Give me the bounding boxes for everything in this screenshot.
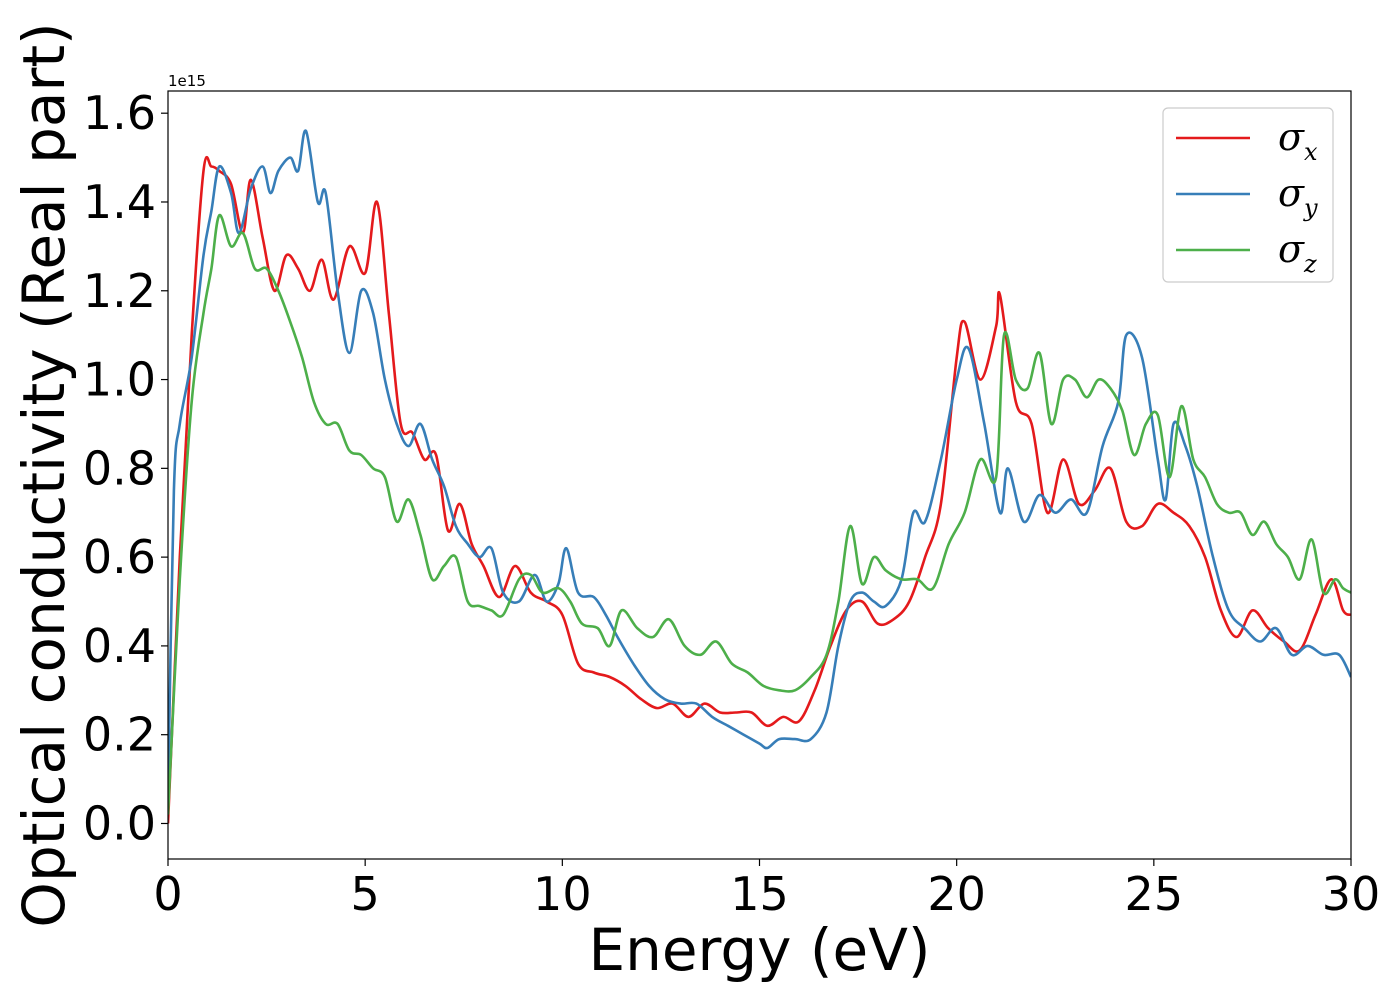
y-axis: 0.0 0.2 0.4 0.6 0.8 1.0 1.2 1.4 1.6 — [83, 86, 168, 850]
series-line-z — [168, 213, 1351, 815]
series-line-x — [168, 155, 1351, 824]
x-tick-label: 30 — [1322, 867, 1381, 921]
y-tick-label: 1.6 — [83, 86, 156, 140]
y-axis-label: Optical conductivity (Real part) — [10, 22, 78, 927]
y-tick-label: 1.0 — [83, 353, 156, 407]
series-layer — [168, 129, 1351, 824]
y-tick-label: 1.4 — [83, 175, 156, 229]
y-tick-label: 0.0 — [83, 796, 156, 850]
plot-background — [168, 91, 1351, 859]
y-tick-label: 0.6 — [83, 530, 156, 584]
y-tick-label: 0.8 — [83, 441, 156, 495]
y-tick-label: 1.2 — [83, 264, 156, 318]
x-axis-label: Energy (eV) — [588, 916, 930, 984]
x-tick-label: 20 — [927, 867, 986, 921]
legend-label-y: σy — [1278, 171, 1318, 222]
x-axis: 0 5 10 15 20 25 30 — [153, 859, 1380, 921]
x-tick-label: 15 — [730, 867, 789, 921]
x-tick-label: 5 — [351, 867, 380, 921]
x-tick-label: 0 — [153, 867, 182, 921]
y-offset-text: 1e15 — [168, 72, 206, 90]
x-tick-label: 25 — [1125, 867, 1184, 921]
series-line-y — [168, 129, 1351, 802]
x-tick-label: 10 — [533, 867, 592, 921]
y-tick-label: 0.2 — [83, 708, 156, 762]
y-tick-label: 0.4 — [83, 619, 156, 673]
